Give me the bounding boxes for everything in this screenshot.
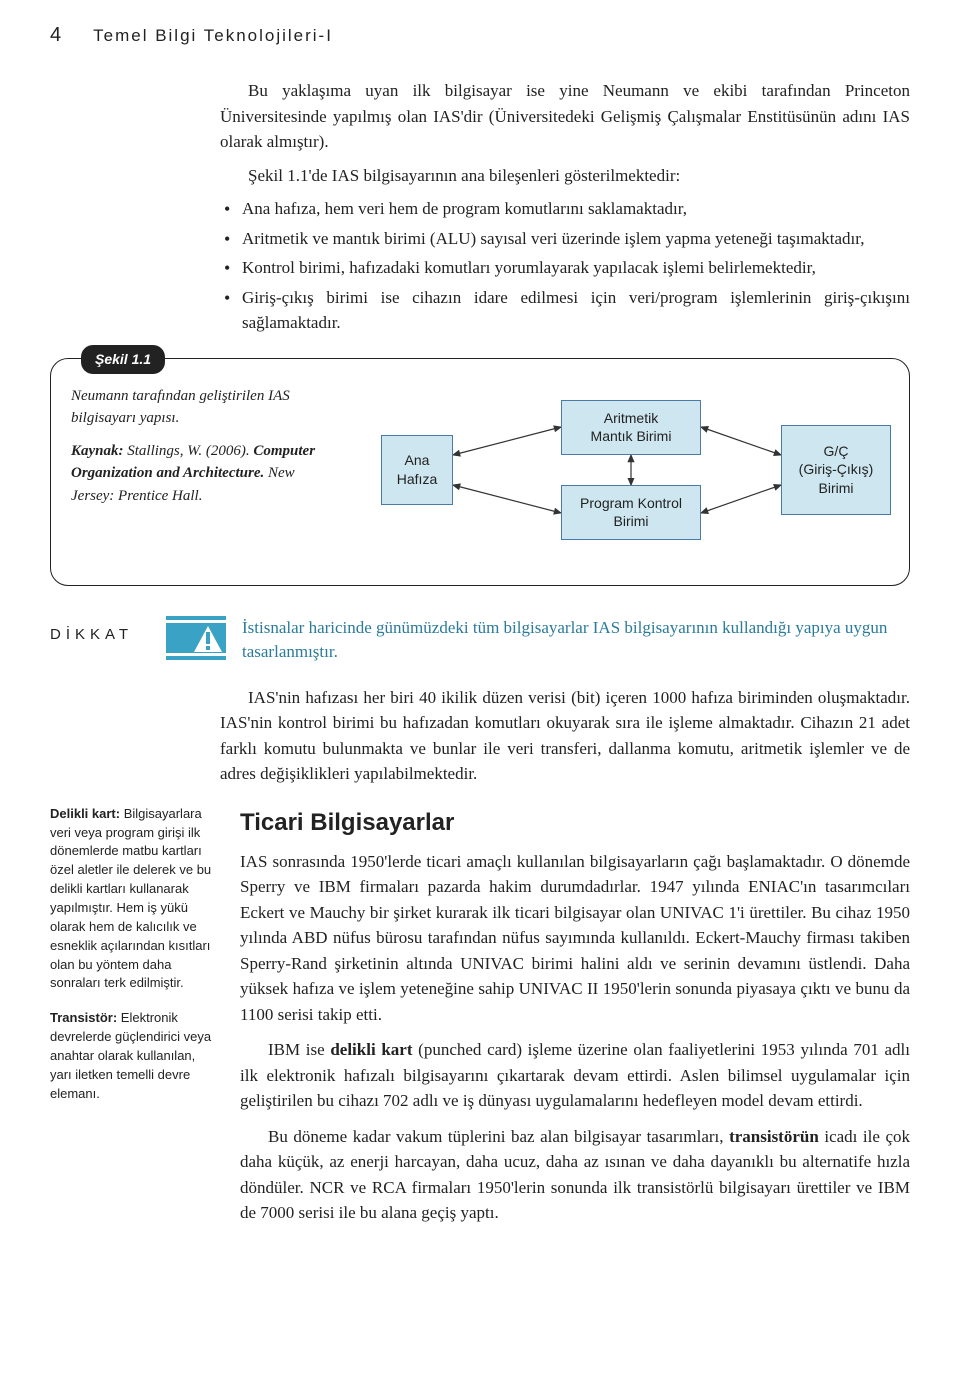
diagram-node-ctrl: Program KontrolBirimi (561, 485, 701, 540)
bullet-item: Kontrol birimi, hafızadaki komutları yor… (220, 255, 910, 281)
section-p3: Bu döneme kadar vakum tüplerini baz alan… (240, 1124, 910, 1226)
intro-p1: Bu yaklaşıma uyan ilk bilgisayar ise yin… (220, 78, 910, 155)
dikkat-text: İstisnalar haricinde günümüzdeki tüm bil… (242, 616, 910, 665)
figure-source: Kaynak: Stallings, W. (2006). Computer O… (71, 440, 331, 508)
figure-caption: Neumann tarafından geliştirilen IAS bilg… (71, 385, 331, 508)
figure-1-1: Şekil 1.1 Neumann tarafından geliştirile… (50, 358, 910, 586)
margin-note: Delikli kart: Bilgisayarlara veri veya p… (50, 805, 220, 993)
section-heading: Ticari Bilgisayarlar (240, 805, 910, 841)
page-number: 4 (50, 20, 61, 50)
margin-notes: Delikli kart: Bilgisayarlara veri veya p… (50, 805, 220, 1120)
intro-bullets: Ana hafıza, hem veri hem de program komu… (220, 196, 910, 336)
ias-diagram: AnaHafıza AritmetikMantık Birimi Program K… (351, 385, 889, 565)
margin-note: Transistör: Elektronik devrelerde güçlen… (50, 1009, 220, 1103)
warning-icon (166, 616, 226, 660)
figure-desc: Neumann tarafından geliştirilen IAS bilg… (71, 385, 331, 430)
ias-paragraph: IAS'nin hafızası her biri 40 ikilik düze… (220, 685, 910, 787)
bullet-item: Aritmetik ve mantık birimi (ALU) sayısal… (220, 226, 910, 252)
diagram-node-io: G/Ç(Giriş-Çıkış)Birimi (781, 425, 891, 515)
section-p1: IAS sonrasında 1950'lerde ticari amaçlı … (240, 849, 910, 1028)
diagram-node-mem: AnaHafıza (381, 435, 453, 505)
intro-p2: Şekil 1.1'de IAS bilgisayarının ana bile… (220, 163, 910, 189)
dikkat-callout: DİKKAT İstisnalar haricinde günümüzdeki … (50, 616, 910, 665)
bullet-item: Giriş-çıkış birimi ise cihazın idare edi… (220, 285, 910, 336)
bullet-item: Ana hafıza, hem veri hem de program komu… (220, 196, 910, 222)
diagram-node-alu: AritmetikMantık Birimi (561, 400, 701, 455)
running-title: Temel Bilgi Teknolojileri-I (93, 23, 333, 49)
dikkat-label: DİKKAT (50, 616, 150, 647)
figure-tag: Şekil 1.1 (81, 345, 165, 374)
section-p2: IBM ise delikli kart (punched card) işle… (240, 1037, 910, 1114)
